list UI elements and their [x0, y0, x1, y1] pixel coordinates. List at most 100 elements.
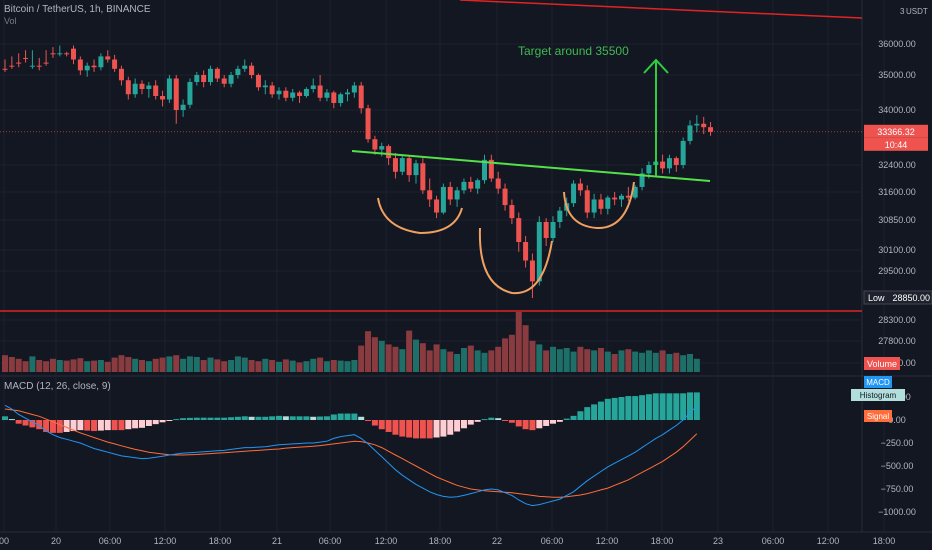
- macd-histogram-bar: [248, 416, 255, 420]
- candle-body: [297, 92, 303, 96]
- macd-histogram-bar: [440, 420, 447, 437]
- volume-bar: [111, 357, 118, 372]
- candle-body: [523, 242, 529, 261]
- candle-body: [105, 56, 111, 60]
- macd-histogram-bar: [632, 396, 639, 420]
- candle-body: [550, 222, 556, 238]
- macd-histogram-bar: [255, 416, 262, 420]
- macd-histogram-bar: [166, 420, 173, 421]
- price-tick-label: 27800.00: [878, 336, 916, 346]
- candle-body: [584, 190, 590, 213]
- candle-body: [571, 183, 577, 204]
- price-axis-number: 3: [900, 7, 905, 16]
- macd-histogram-bar: [43, 420, 50, 432]
- volume-bar: [536, 344, 543, 372]
- price-tick-label: 31600.00: [878, 187, 916, 197]
- histogram-badge: Histogram: [860, 391, 897, 400]
- macd-histogram-bar: [365, 420, 372, 421]
- time-tick-label: 23: [713, 536, 723, 546]
- time-tick-label: 20: [51, 536, 61, 546]
- volume-bar: [351, 360, 358, 372]
- signal-badge: Signal: [867, 412, 889, 421]
- candle-body: [701, 123, 707, 128]
- price-tick-label: 32400.00: [878, 160, 916, 170]
- volume-bar: [22, 361, 29, 372]
- macd-histogram-bar: [303, 416, 310, 420]
- macd-histogram-bar: [186, 417, 193, 420]
- macd-histogram-bar: [426, 420, 433, 439]
- volume-bar: [186, 356, 193, 372]
- candle-body: [666, 158, 672, 169]
- volume-bar: [296, 362, 303, 372]
- macd-histogram-bar: [125, 420, 132, 430]
- macd-signal-line: [4, 408, 698, 498]
- volume-bar: [152, 358, 159, 372]
- candle-body: [591, 199, 597, 213]
- candle-body: [255, 75, 261, 88]
- macd-histogram-bar: [139, 420, 145, 428]
- volume-badge-bg: [864, 357, 900, 370]
- candle-body: [413, 163, 419, 176]
- volume-bar: [474, 350, 481, 372]
- macd-histogram-bar: [563, 418, 570, 420]
- signal-badge-bg: [864, 410, 892, 422]
- macd-badge-bg: [864, 376, 892, 388]
- chart-title: Bitcoin / TetherUS, 1h, BINANCE: [4, 4, 151, 15]
- macd-histogram-bar: [351, 413, 358, 420]
- macd-histogram-bar: [460, 420, 467, 429]
- candle-body: [16, 62, 22, 64]
- macd-histogram-bar: [91, 420, 98, 432]
- macd-histogram-bar: [63, 420, 70, 432]
- macd-histogram-bar: [584, 407, 591, 420]
- macd-histogram-bar: [77, 420, 84, 431]
- volume-bar: [467, 345, 474, 372]
- candle-body: [98, 56, 104, 68]
- macd-histogram-bar: [591, 404, 598, 420]
- volume-bar: [104, 361, 111, 372]
- macd-histogram-bar: [15, 420, 22, 424]
- candle-body: [331, 92, 337, 103]
- target-arrow-head: [643, 58, 669, 74]
- macd-histogram-bar: [289, 416, 296, 420]
- macd-histogram-bar: [152, 420, 159, 425]
- time-tick-label: 06:00: [99, 536, 122, 546]
- volume-bar: [591, 350, 598, 372]
- candle-body: [509, 205, 515, 219]
- volume-bar: [63, 360, 70, 372]
- candle-body: [488, 159, 494, 179]
- price-tick-label: 29500.00: [878, 266, 916, 276]
- macd-histogram-bar: [269, 416, 276, 420]
- candle-body: [482, 159, 487, 181]
- candle-body: [632, 186, 638, 198]
- candle-body: [187, 82, 193, 105]
- macd-histogram-bar: [323, 416, 330, 420]
- macd-tick-label: 0.00: [888, 415, 906, 425]
- volume-bar: [317, 357, 324, 372]
- volume-bar: [310, 358, 317, 372]
- macd-histogram-bar: [296, 416, 303, 420]
- volume-bar: [392, 346, 399, 372]
- volume-bar: [70, 359, 77, 372]
- candle-body: [132, 83, 138, 95]
- macd-histogram-bar: [378, 420, 385, 430]
- volume-bar: [556, 349, 563, 372]
- price-tick-label: 28300.00: [878, 315, 916, 325]
- low-badge-text: Low: [868, 293, 885, 303]
- candle-body: [351, 85, 357, 93]
- volume-bar: [639, 352, 646, 372]
- candle-body: [420, 163, 426, 191]
- time-tick-label: 21: [272, 536, 282, 546]
- candle-body: [283, 90, 289, 98]
- candle-body: [516, 218, 522, 242]
- histogram-badge-bg: [851, 389, 905, 401]
- volume-bar: [419, 343, 426, 372]
- candle-body: [57, 53, 63, 55]
- volume-bar: [508, 334, 515, 372]
- countdown-badge-bg: [864, 137, 928, 151]
- volume-bar: [97, 360, 104, 372]
- volume-bar: [385, 344, 392, 372]
- volume-bar: [563, 348, 570, 372]
- macd-histogram-bar: [29, 420, 36, 428]
- macd-histogram-bar: [97, 420, 104, 431]
